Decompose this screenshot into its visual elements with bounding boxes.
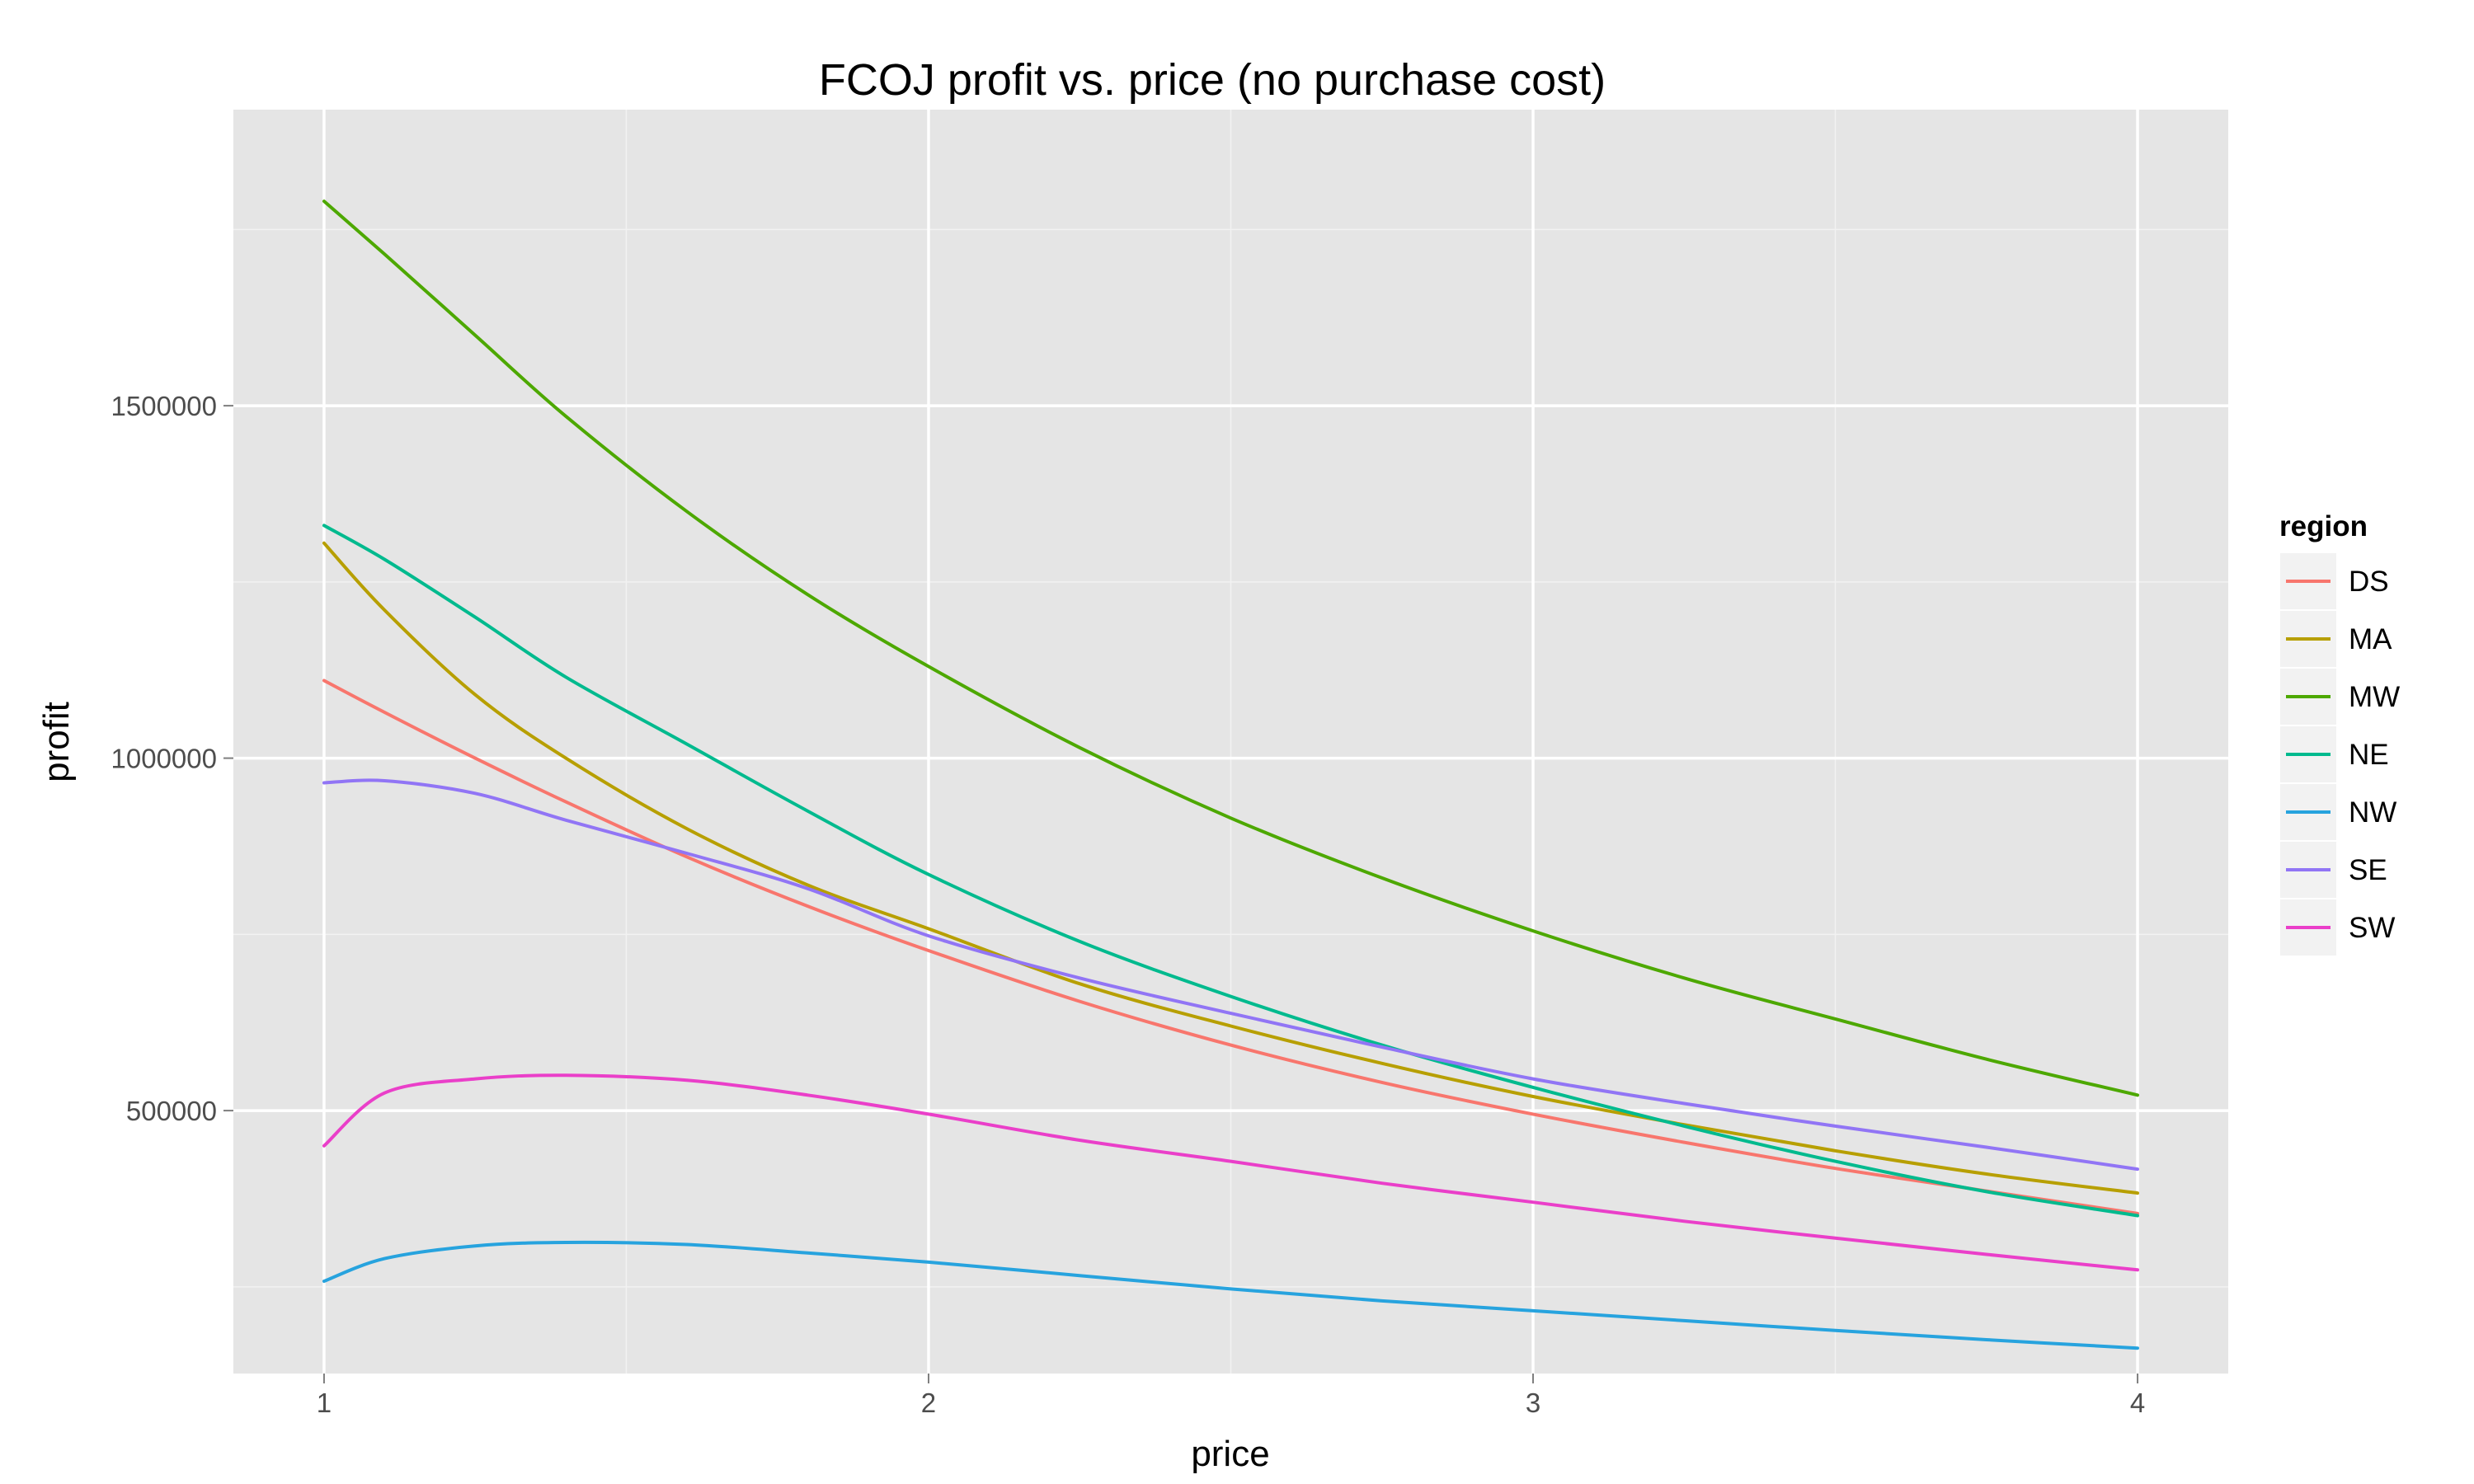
legend-label: MW <box>2349 681 2400 713</box>
series-line-mw <box>322 200 2139 1097</box>
series-line-ma <box>322 541 2139 1195</box>
series-layer <box>322 200 2139 1350</box>
series-line-sw <box>322 1073 2139 1272</box>
grid-major <box>233 110 2228 1374</box>
legend-label: DS <box>2349 566 2389 598</box>
legend-item-ne: NE <box>2279 725 2389 784</box>
legend-item-se: SE <box>2279 840 2387 899</box>
series-line-ds <box>322 679 2139 1215</box>
x-tick-label: 4 <box>2130 1388 2145 1418</box>
tick-labels: 1 2 3 4 500000 1000000 1500000 <box>111 391 2146 1418</box>
x-axis-label: price <box>1191 1434 1269 1474</box>
legend-label: MA <box>2349 623 2392 655</box>
legend-label: NE <box>2349 739 2389 771</box>
legend-label: SW <box>2349 912 2395 944</box>
x-tick-label: 2 <box>921 1388 936 1418</box>
chart-title: FCOJ profit vs. price (no purchase cost) <box>819 55 1606 105</box>
legend-title: region <box>2279 510 2368 542</box>
legend-item-sw: SW <box>2279 898 2395 957</box>
grid-minor <box>233 110 2228 1374</box>
y-axis-label: profit <box>36 702 77 782</box>
legend-item-ds: DS <box>2279 552 2389 611</box>
legend-item-mw: MW <box>2279 667 2400 726</box>
legend-item-ma: MA <box>2279 609 2392 669</box>
y-tick-label: 1000000 <box>111 744 217 774</box>
legend-label: NW <box>2349 796 2396 829</box>
legend-label: SE <box>2349 854 2387 886</box>
series-line-nw <box>322 1240 2139 1350</box>
legend: region DS MA MW NE NW SE SW <box>2279 510 2400 957</box>
y-tick-label: 500000 <box>126 1096 217 1126</box>
x-tick-label: 3 <box>1526 1388 1540 1418</box>
legend-item-nw: NW <box>2279 782 2396 842</box>
series-line-ne <box>322 524 2139 1218</box>
y-tick-label: 1500000 <box>111 391 217 421</box>
x-tick-label: 1 <box>317 1388 332 1418</box>
axis-ticks <box>223 405 2139 1383</box>
series-line-se <box>322 778 2139 1172</box>
